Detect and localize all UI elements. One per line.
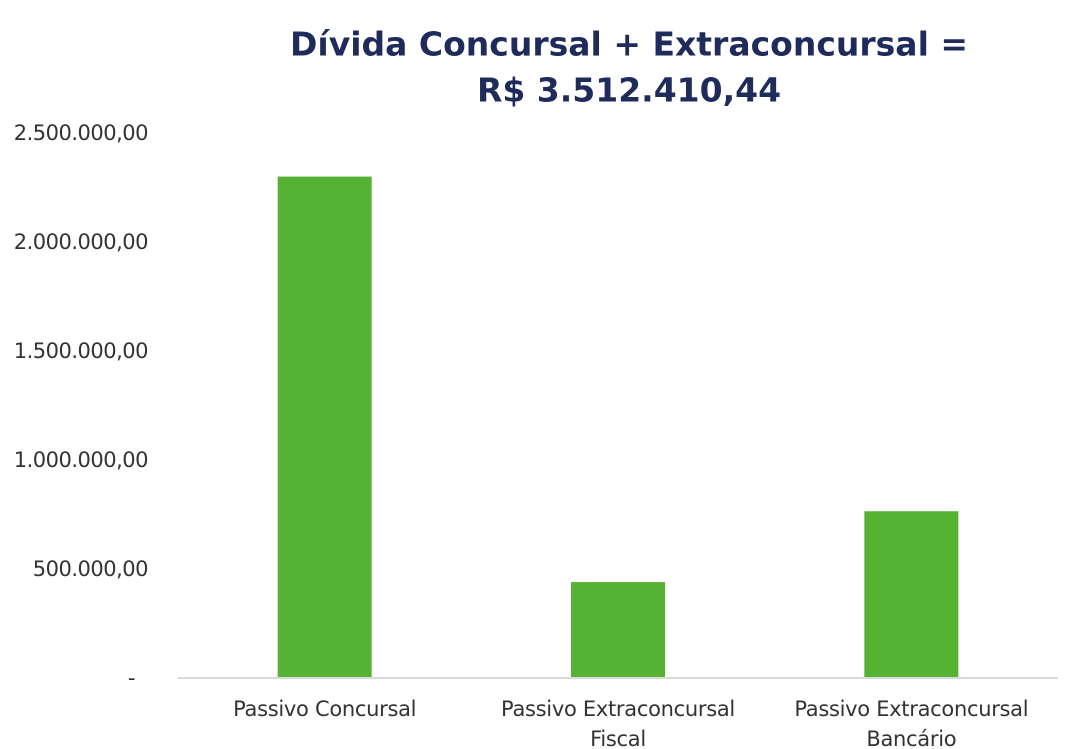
y-tick-label: 1.000.000,00 [14,448,148,472]
chart-title: Dívida Concursal + Extraconcursal = R$ 3.… [290,25,968,110]
y-tick-label: 500.000,00 [33,557,148,581]
bar [277,176,372,678]
y-tick-label: 2.500.000,00 [14,121,148,145]
chart-title-line: R$ 3.512.410,44 [477,71,781,110]
bar [571,582,665,678]
y-tick-label: 2.000.000,00 [14,230,148,254]
bar [864,511,959,678]
x-category-label: Passivo Extraconcursal Bancário [794,697,1028,749]
y-tick-label: 1.500.000,00 [14,339,148,363]
y-tick-label: - [128,666,135,690]
x-category-label: Passivo Concursal [233,697,416,721]
x-category-label: Passivo Extraconcursal Fiscal [501,697,735,749]
bars [277,176,959,678]
chart-title-line: Dívida Concursal + Extraconcursal = [290,25,968,64]
y-axis: - 500.000,00 1.000.000,00 1.500.000,00 2.000… [14,121,149,690]
x-axis: Passivo Concursal Passivo Extraconcursal F… [233,697,1028,749]
